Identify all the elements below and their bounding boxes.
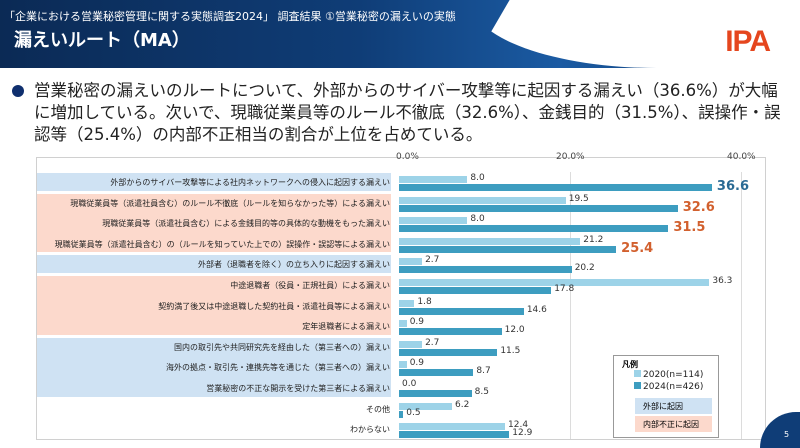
band-external xyxy=(37,173,391,191)
bar-2020 xyxy=(399,237,581,245)
bar-2020 xyxy=(399,299,415,307)
bar-2024 xyxy=(399,266,572,274)
legend-swatch-2024 xyxy=(634,382,641,389)
value-label-2020: 0.9 xyxy=(409,358,425,369)
bar-2020 xyxy=(399,402,452,410)
bar-2024 xyxy=(399,369,474,377)
bar-2024 xyxy=(399,328,502,336)
legend-label-2024: 2024(n=426) xyxy=(643,382,704,392)
ipa-logo: IPA xyxy=(725,25,771,58)
value-label-2020: 2.7 xyxy=(425,255,440,266)
value-label-2024: 14.6 xyxy=(526,304,547,315)
category-label: 営業秘密の不正な開示を受けた第三者による漏えい xyxy=(206,384,390,393)
value-label-2024: 8.7 xyxy=(476,366,491,377)
band-internal xyxy=(37,193,391,253)
gridline xyxy=(741,172,742,439)
legend-swatch-2020 xyxy=(634,370,641,377)
category-label: 現職従業員等（派遣社員含む）の（ルールを知っていた上での）誤操作・誤認等による漏… xyxy=(54,239,390,249)
value-label-2024: 25.4 xyxy=(621,240,654,256)
category-label: その他 xyxy=(366,404,390,414)
bar-2024 xyxy=(399,225,669,233)
bar-2020 xyxy=(399,217,468,225)
value-label-2020: 21.2 xyxy=(583,234,604,245)
bar-2024 xyxy=(399,245,617,253)
category-label: 契約満了後又は中途退職した契約社員・派遣社員等による漏えい xyxy=(158,301,390,311)
value-label-2024: 36.6 xyxy=(716,179,749,194)
category-label: 国内の取引先や共同研究先を経由した（第三者への）漏えい xyxy=(174,342,390,352)
legend-internal: 内部不正に起因 xyxy=(635,416,712,432)
bar-2024 xyxy=(399,410,404,418)
bar-2020 xyxy=(399,340,423,348)
value-label-2020: 0.0 xyxy=(402,379,417,389)
tick-label: 40.0% xyxy=(727,152,756,162)
bar-2024 xyxy=(399,431,510,439)
category-label: 海外の拠点・取引先・連携先等を通じた（第三者への）漏えい xyxy=(166,363,390,373)
band-internal xyxy=(37,276,391,335)
bar-2020 xyxy=(399,176,468,183)
page-number: 5 xyxy=(760,412,800,448)
bar-2024 xyxy=(399,204,678,212)
value-label-2020: 1.8 xyxy=(417,296,432,307)
category-label: 外部からのサイバー攻撃等による社内ネットワークへの侵入に起因する漏えい xyxy=(110,178,390,187)
value-label-2024: 20.2 xyxy=(574,263,595,274)
tick-label: 20.0% xyxy=(556,152,585,162)
value-label-2024: 32.6 xyxy=(682,199,715,215)
category-label: 定年退職者による漏えい xyxy=(302,322,390,332)
category-label: 現職従業員等（派遣社員含む）のルール不徹底（ルールを知らなかった等）による漏えい xyxy=(70,198,390,208)
bar-2024 xyxy=(399,184,712,191)
legend-item-2024: 2024(n=426) xyxy=(634,382,703,392)
bar-2020 xyxy=(399,423,506,431)
bar-2020 xyxy=(399,258,423,266)
value-label-2020: 0.9 xyxy=(409,317,425,328)
bar-2020 xyxy=(399,361,407,369)
bar-2020 xyxy=(399,279,710,286)
band-external xyxy=(37,255,391,273)
category-label: わからない xyxy=(350,425,390,435)
legend: 凡例 2020(n=114) 2024(n=426) 外部に起因 内部不正に起因 xyxy=(613,355,719,438)
value-label-2020: 36.3 xyxy=(712,276,733,286)
header-banner: 「企業における営業秘密管理に関する実態調査2024」 調査結果 ①営業秘密の漏え… xyxy=(0,0,800,68)
summary-text: 営業秘密の漏えいのルートについて、外部からのサイバー攻撃等に起因する漏えい（36… xyxy=(34,81,781,144)
slide-supertitle: 「企業における営業秘密管理に関する実態調査2024」 調査結果 ①営業秘密の漏え… xyxy=(4,10,456,23)
bar-2020 xyxy=(399,196,566,204)
value-label-2024: 0.5 xyxy=(406,407,421,418)
value-label-2020: 6.2 xyxy=(455,399,470,410)
bullet-icon xyxy=(12,85,24,97)
value-label-2024: 8.5 xyxy=(474,387,489,397)
category-label: 現職従業員等（派遣社員含む）による金銭目的等の具体的な動機をもった漏えい xyxy=(102,219,390,229)
legend-item-2020: 2020(n=114) xyxy=(634,370,703,380)
legend-title: 凡例 xyxy=(622,360,638,369)
value-label-2024: 11.5 xyxy=(500,345,521,356)
bar-2020 xyxy=(399,320,407,328)
legend-label-2020: 2020(n=114) xyxy=(643,370,704,380)
tick-label: 0.0% xyxy=(396,152,419,162)
bar-2024 xyxy=(399,348,498,356)
gridline xyxy=(570,172,571,439)
value-label-2020: 2.7 xyxy=(425,337,440,348)
value-label-2020: 8.0 xyxy=(470,173,485,183)
value-label-2024: 12.0 xyxy=(504,325,525,336)
chart-frame xyxy=(36,157,766,440)
value-label-2020: 19.5 xyxy=(568,193,589,204)
bar-2024 xyxy=(399,287,552,294)
bar-2024 xyxy=(399,390,472,397)
value-label-2024: 31.5 xyxy=(673,220,706,236)
category-label: 外部者（退職者を除く）の立ち入りに起因する漏えい xyxy=(198,260,390,270)
slide-title: 漏えいルート（MA） xyxy=(14,30,190,51)
value-label-2024: 12.9 xyxy=(512,428,533,439)
category-label: 中途退職者（役員・正規社員）による漏えい xyxy=(230,281,390,290)
legend-external: 外部に起因 xyxy=(635,398,712,414)
value-label-2020: 12.4 xyxy=(508,420,529,431)
value-label-2020: 8.0 xyxy=(470,214,485,225)
summary-bullet: 営業秘密の漏えいのルートについて、外部からのサイバー攻撃等に起因する漏えい（36… xyxy=(12,80,792,146)
bar-2024 xyxy=(399,307,524,315)
value-label-2024: 17.8 xyxy=(554,284,575,294)
band-external xyxy=(37,337,391,397)
